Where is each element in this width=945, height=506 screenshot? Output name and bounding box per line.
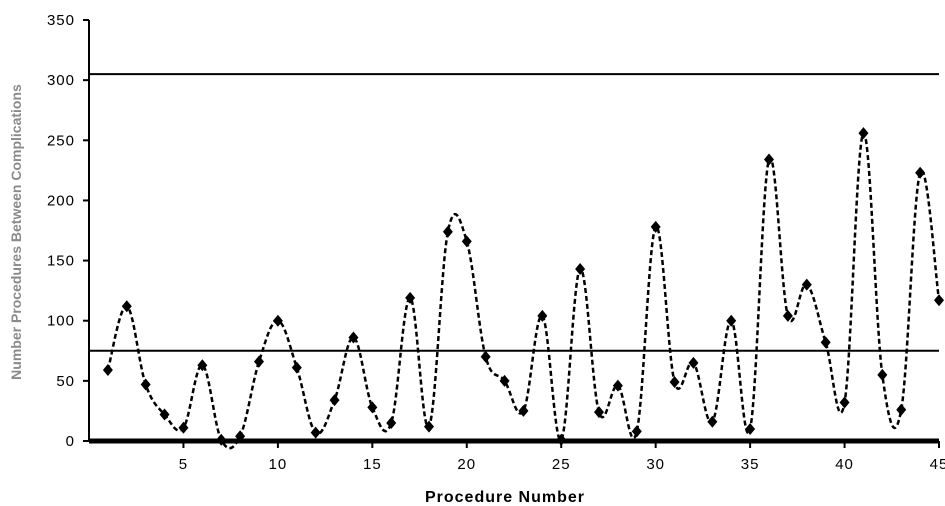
y-tick-label: 100 xyxy=(47,313,75,330)
data-point xyxy=(688,356,699,369)
data-point xyxy=(575,262,586,275)
data-point xyxy=(801,278,812,291)
y-tick-label: 0 xyxy=(66,433,75,450)
x-tick-label: 5 xyxy=(179,456,188,473)
data-point xyxy=(140,378,151,391)
data-point xyxy=(650,220,661,233)
data-point xyxy=(405,291,416,304)
y-tick-label: 350 xyxy=(47,12,75,29)
x-tick-label: 35 xyxy=(741,456,760,473)
y-tick-label: 150 xyxy=(47,253,75,270)
data-point xyxy=(764,153,774,166)
data-point xyxy=(726,314,737,327)
axes xyxy=(88,20,939,444)
data-point xyxy=(272,314,283,327)
x-tick-label: 20 xyxy=(457,456,476,473)
data-point xyxy=(367,401,378,414)
reference-lines xyxy=(89,73,939,352)
data-point xyxy=(178,421,189,434)
data-point xyxy=(745,422,756,435)
data-point xyxy=(839,396,850,409)
data-point xyxy=(877,368,888,381)
data-point xyxy=(216,433,227,446)
y-tick-label: 250 xyxy=(47,132,75,149)
x-tick-label: 25 xyxy=(552,456,571,473)
series-line xyxy=(106,131,941,450)
ticks: 0 50 100 150 200 250 300 350 5 10 15 20 25 30 35 40 45 xyxy=(47,12,945,473)
data-point xyxy=(499,374,510,387)
data-point xyxy=(612,379,623,392)
data-point xyxy=(254,355,264,368)
data-point xyxy=(424,420,434,433)
data-point xyxy=(291,361,302,374)
data-point xyxy=(348,331,359,344)
x-axis-title: Procedure Number xyxy=(425,489,585,506)
y-tick-label: 200 xyxy=(47,192,75,209)
data-point xyxy=(669,376,680,389)
data-point xyxy=(442,225,453,238)
x-tick-label: 30 xyxy=(646,456,665,473)
data-point xyxy=(707,415,718,428)
x-tick-label: 45 xyxy=(930,456,945,473)
data-point xyxy=(197,359,208,372)
data-point xyxy=(820,336,831,349)
data-point xyxy=(461,235,472,248)
x-tick-label: 40 xyxy=(835,456,854,473)
x-tick-label: 15 xyxy=(363,456,382,473)
x-tick-label: 10 xyxy=(269,456,288,473)
data-point xyxy=(102,364,113,377)
series xyxy=(102,127,944,450)
data-point xyxy=(159,408,170,421)
data-point xyxy=(858,127,869,140)
data-point xyxy=(121,300,132,313)
data-point xyxy=(631,425,642,438)
data-point xyxy=(594,406,604,419)
data-point xyxy=(934,294,944,307)
y-tick-label: 50 xyxy=(56,373,75,390)
data-point xyxy=(782,309,793,322)
data-point xyxy=(480,350,491,363)
data-point xyxy=(556,433,567,446)
data-point xyxy=(310,426,321,439)
data-point xyxy=(518,404,529,417)
y-axis-title: Number Procedures Between Complications xyxy=(8,84,24,380)
data-point xyxy=(537,309,548,322)
data-point xyxy=(329,394,340,407)
data-point xyxy=(235,430,246,443)
data-point xyxy=(386,416,397,429)
y-tick-label: 300 xyxy=(47,72,75,89)
data-point xyxy=(915,166,926,179)
data-point xyxy=(896,403,907,416)
